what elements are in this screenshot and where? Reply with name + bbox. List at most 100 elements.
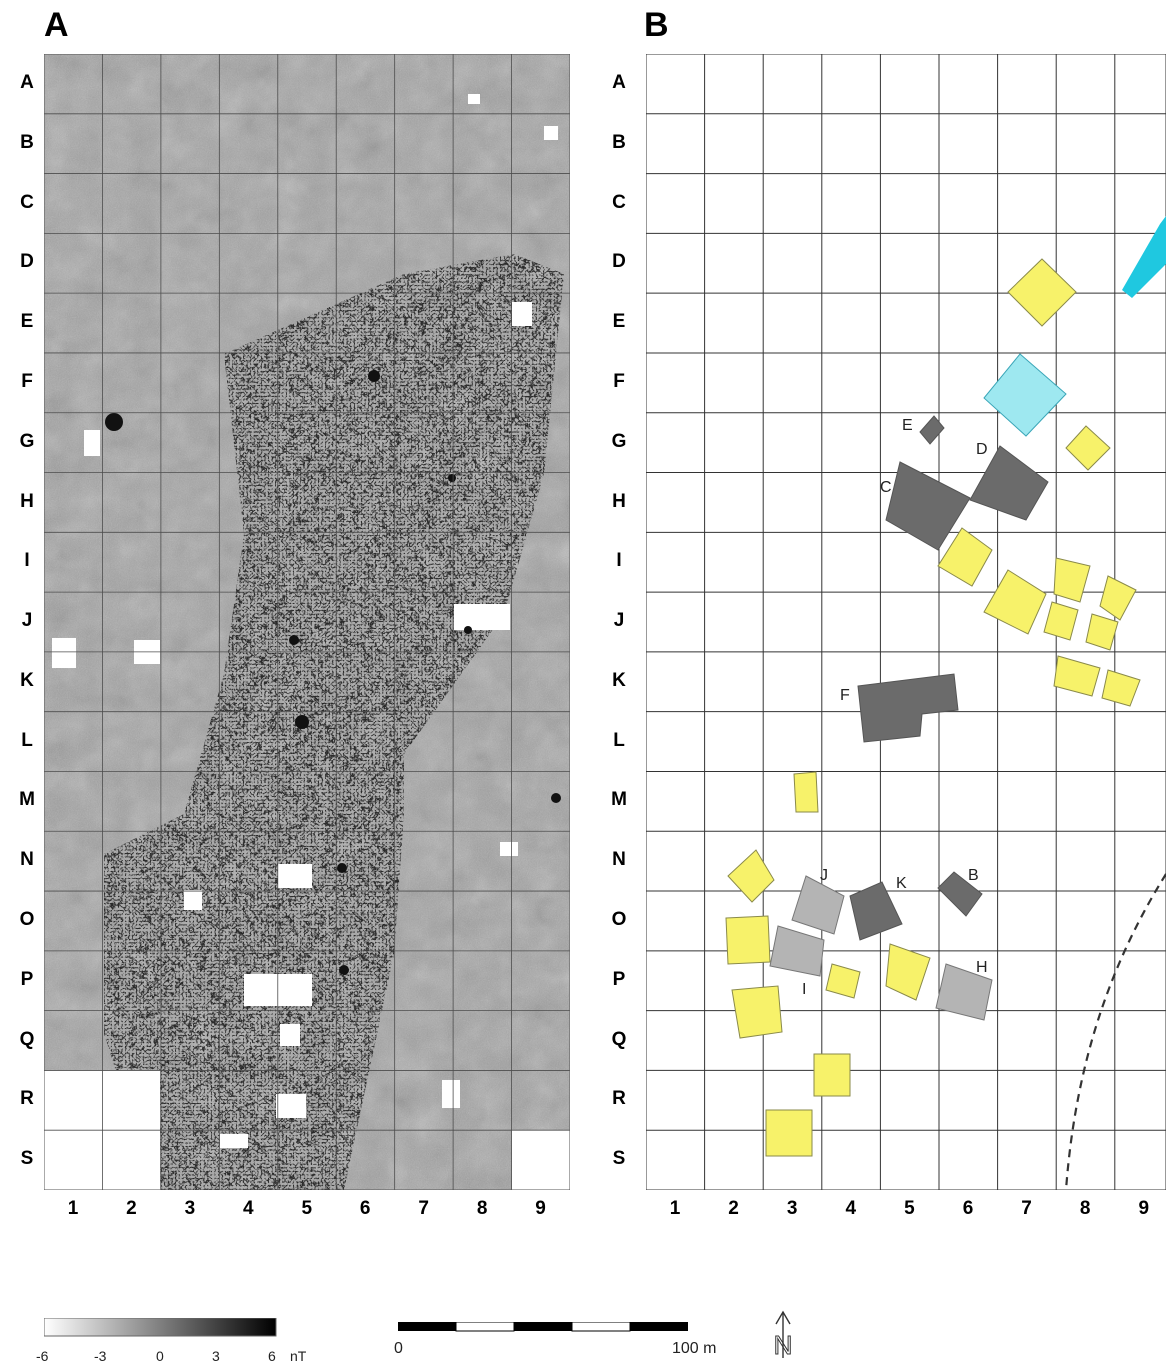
row-label: A bbox=[20, 72, 34, 93]
legend-unit: nT bbox=[290, 1348, 307, 1364]
col-label: 1 bbox=[669, 1198, 681, 1219]
row-label: N bbox=[20, 849, 34, 871]
yellow-structure bbox=[885, 943, 931, 1001]
feature-label: B bbox=[968, 867, 979, 884]
row-label: N bbox=[612, 849, 626, 871]
grid-lines-a bbox=[44, 54, 570, 1190]
yellow-structure bbox=[1043, 601, 1079, 641]
panel-a-label: A bbox=[44, 6, 69, 44]
col-label: 6 bbox=[359, 1198, 371, 1219]
yellow-structure bbox=[793, 771, 819, 813]
row-label: E bbox=[612, 311, 626, 333]
row-label: J bbox=[21, 610, 33, 632]
structure-b bbox=[937, 871, 983, 917]
structure-h bbox=[935, 963, 993, 1021]
row-label: C bbox=[20, 191, 34, 213]
magnetic-anomalies bbox=[105, 370, 561, 975]
yellow-structure bbox=[725, 915, 771, 965]
row-label: S bbox=[612, 1148, 626, 1170]
row-label: K bbox=[20, 669, 34, 691]
feature-label: F bbox=[840, 687, 850, 704]
row-label: F bbox=[613, 370, 625, 392]
row-label: I bbox=[616, 550, 622, 572]
yellow-structure bbox=[765, 1109, 813, 1157]
row-label: B bbox=[612, 131, 626, 153]
north-label: N bbox=[774, 1330, 793, 1360]
row-label: K bbox=[612, 669, 626, 691]
yellow-structure bbox=[813, 1053, 851, 1097]
row-label: L bbox=[613, 729, 625, 751]
row-label: J bbox=[613, 610, 625, 632]
row-label: D bbox=[612, 251, 626, 273]
structure-k bbox=[849, 881, 903, 941]
row-label: A bbox=[612, 72, 626, 93]
yellow-structure bbox=[1099, 575, 1137, 621]
scale-bar-end: 100 m bbox=[672, 1340, 717, 1357]
col-label: 3 bbox=[786, 1198, 798, 1219]
col-label: 8 bbox=[476, 1198, 488, 1219]
row-label: H bbox=[612, 490, 626, 512]
yellow-structure bbox=[1101, 669, 1141, 707]
legend-tick: 6 bbox=[268, 1348, 276, 1364]
row-label: R bbox=[612, 1088, 626, 1110]
col-label: 6 bbox=[962, 1198, 974, 1219]
yellow-structure bbox=[1085, 613, 1119, 651]
col-label: 4 bbox=[243, 1198, 254, 1219]
structure-i bbox=[769, 925, 825, 977]
structure-e bbox=[919, 415, 945, 445]
row-label: Q bbox=[611, 1028, 627, 1050]
yellow-structure bbox=[1065, 425, 1111, 471]
col-label: 7 bbox=[418, 1198, 429, 1219]
legend-tick: -3 bbox=[94, 1348, 107, 1364]
col-label: 2 bbox=[126, 1198, 137, 1219]
dark-gray-features bbox=[849, 415, 1049, 941]
legend-tick: 0 bbox=[156, 1348, 164, 1364]
row-label: G bbox=[19, 430, 35, 452]
scale-bar bbox=[398, 1322, 688, 1332]
row-label: M bbox=[611, 789, 627, 811]
cyan-building bbox=[983, 353, 1067, 437]
cyan-features bbox=[983, 216, 1166, 437]
col-label: 3 bbox=[184, 1198, 196, 1219]
row-label: P bbox=[20, 968, 34, 990]
yellow-structure bbox=[983, 569, 1047, 635]
feature-label: J bbox=[820, 867, 828, 884]
row-label: O bbox=[611, 909, 627, 931]
row-label: E bbox=[20, 311, 34, 333]
yellow-structure bbox=[1053, 557, 1091, 603]
structure-c bbox=[885, 461, 971, 551]
legend-gradient bbox=[44, 1318, 277, 1337]
feature-label: D bbox=[976, 441, 988, 458]
row-label: P bbox=[612, 968, 626, 990]
feature-label: E bbox=[902, 417, 913, 434]
row-label: F bbox=[21, 370, 33, 392]
row-label: M bbox=[19, 789, 35, 811]
col-label: 1 bbox=[67, 1198, 79, 1219]
col-label: 2 bbox=[728, 1198, 739, 1219]
yellow-features bbox=[725, 258, 1141, 1157]
feature-label: C bbox=[880, 479, 892, 496]
yellow-structure bbox=[825, 963, 861, 999]
col-label: 7 bbox=[1021, 1198, 1032, 1219]
feature-label: K bbox=[896, 875, 907, 892]
dashed-boundary bbox=[1064, 873, 1166, 1190]
col-label: 9 bbox=[535, 1198, 546, 1219]
row-label: Q bbox=[19, 1028, 35, 1050]
col-label: 4 bbox=[845, 1198, 857, 1219]
row-label: L bbox=[21, 729, 33, 751]
row-label: O bbox=[19, 909, 35, 931]
row-label: B bbox=[20, 131, 34, 153]
yellow-structure bbox=[727, 849, 775, 903]
col-label: 5 bbox=[301, 1198, 313, 1219]
row-label: G bbox=[611, 430, 627, 452]
light-gray-features bbox=[769, 875, 993, 1021]
yellow-structure bbox=[731, 985, 783, 1039]
col-label: 5 bbox=[904, 1198, 915, 1219]
row-label: I bbox=[24, 550, 30, 572]
structure-d bbox=[969, 445, 1049, 521]
row-label: D bbox=[20, 251, 34, 273]
row-label: S bbox=[20, 1148, 34, 1170]
yellow-structure bbox=[1053, 655, 1101, 697]
legend-tick: -6 bbox=[36, 1348, 49, 1364]
cyan-strip bbox=[1122, 216, 1166, 298]
